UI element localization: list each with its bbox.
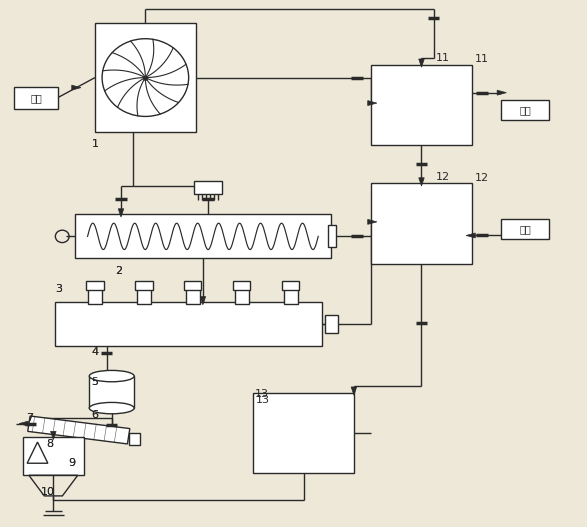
Text: 11: 11 [436, 53, 450, 63]
Text: 产品: 产品 [519, 224, 531, 234]
Text: 10: 10 [41, 487, 55, 497]
Bar [23, 436, 83, 475]
Polygon shape [419, 59, 424, 67]
Bar [89, 376, 134, 408]
Polygon shape [19, 421, 28, 426]
Text: 5: 5 [91, 377, 98, 387]
Polygon shape [466, 233, 475, 238]
Bar [135, 281, 153, 290]
Bar [235, 289, 249, 304]
Polygon shape [351, 387, 357, 395]
Text: 6: 6 [91, 411, 98, 421]
Ellipse shape [89, 403, 134, 414]
Bar [371, 183, 472, 264]
Bar [328, 226, 336, 247]
Text: 7: 7 [26, 413, 33, 423]
Text: 12: 12 [475, 173, 489, 183]
Ellipse shape [89, 370, 134, 382]
Polygon shape [367, 219, 377, 225]
Text: 8: 8 [46, 439, 53, 449]
Text: 9: 9 [68, 458, 75, 468]
Bar [137, 289, 151, 304]
Text: 2: 2 [115, 266, 122, 276]
Polygon shape [367, 101, 377, 105]
Bar [501, 100, 549, 121]
Polygon shape [200, 297, 205, 305]
Text: 4: 4 [91, 347, 98, 357]
Bar [233, 281, 250, 290]
Bar [28, 416, 130, 444]
Bar [325, 315, 338, 333]
Polygon shape [118, 209, 124, 217]
Polygon shape [419, 178, 424, 186]
Bar [55, 302, 322, 346]
Text: 13: 13 [256, 395, 270, 405]
Bar [253, 393, 354, 473]
Text: 5: 5 [91, 377, 98, 387]
Text: 废气: 废气 [519, 105, 531, 115]
Polygon shape [497, 90, 507, 95]
Bar [184, 281, 201, 290]
Bar [501, 219, 549, 239]
Text: 9: 9 [68, 458, 75, 468]
Bar [186, 289, 200, 304]
Polygon shape [72, 85, 81, 90]
Text: 1: 1 [92, 139, 99, 149]
Text: 7: 7 [26, 413, 33, 423]
Text: 11: 11 [475, 54, 489, 64]
Text: 12: 12 [436, 172, 450, 182]
Bar [194, 181, 222, 194]
Text: 8: 8 [46, 439, 53, 449]
Text: 2: 2 [115, 266, 122, 276]
Text: 加束: 加束 [30, 93, 42, 103]
Text: 4: 4 [91, 347, 98, 357]
Text: 3: 3 [55, 284, 62, 294]
Text: 6: 6 [91, 411, 98, 421]
Bar [284, 289, 298, 304]
Bar [371, 65, 472, 145]
Bar [95, 23, 195, 132]
Bar [282, 281, 299, 290]
Bar [75, 214, 331, 258]
Text: 10: 10 [41, 487, 55, 497]
Polygon shape [50, 431, 56, 440]
Bar [15, 87, 58, 109]
Text: 13: 13 [254, 389, 268, 399]
Bar [88, 289, 102, 304]
Text: 3: 3 [55, 284, 62, 294]
Bar [86, 281, 104, 290]
Bar [129, 433, 140, 445]
Text: 1: 1 [92, 139, 99, 149]
